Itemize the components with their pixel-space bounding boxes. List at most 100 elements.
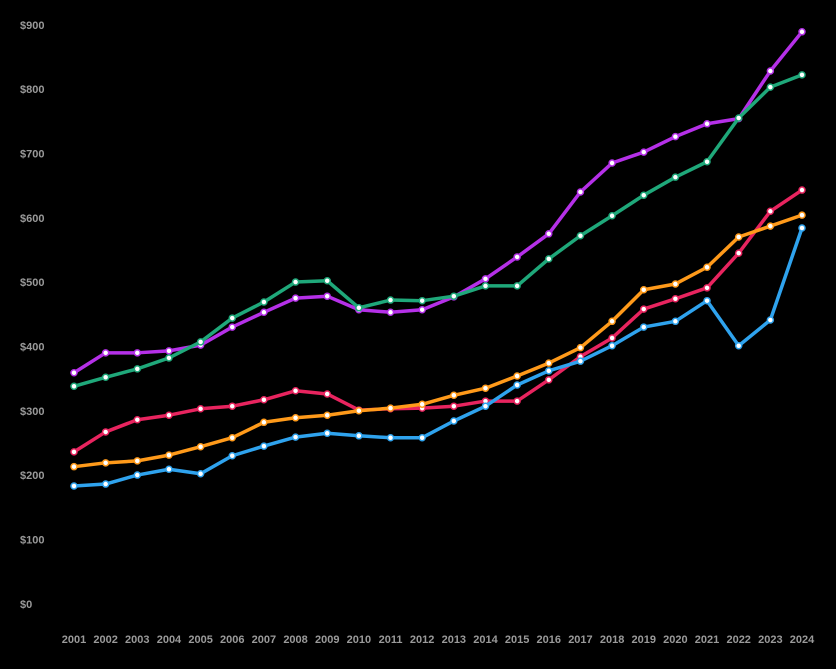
point xyxy=(228,433,237,442)
point xyxy=(671,280,680,288)
point xyxy=(101,480,110,488)
x-tick-label: 2010 xyxy=(347,634,371,646)
x-tick-label: 2018 xyxy=(600,634,624,646)
point xyxy=(355,304,363,312)
y-tick-label: $800 xyxy=(20,84,44,96)
point xyxy=(703,120,711,128)
point xyxy=(418,433,426,442)
point xyxy=(671,173,680,181)
y-tick-label: $300 xyxy=(20,406,44,418)
point xyxy=(513,397,521,405)
x-tick-label: 2015 xyxy=(505,634,529,646)
point xyxy=(545,367,553,375)
series-line xyxy=(73,73,803,388)
point xyxy=(260,396,268,404)
point xyxy=(450,417,458,425)
y-tick-label: $200 xyxy=(20,470,44,482)
y-tick-label: $400 xyxy=(20,342,44,354)
point xyxy=(639,323,648,331)
x-tick-label: 2001 xyxy=(62,634,86,646)
point xyxy=(323,390,331,398)
point xyxy=(386,308,395,317)
point xyxy=(576,231,585,240)
x-tick-label: 2009 xyxy=(315,634,339,646)
point xyxy=(70,482,78,490)
point xyxy=(798,211,806,219)
point xyxy=(671,295,680,303)
x-tick-label: 2021 xyxy=(695,634,719,646)
point xyxy=(291,433,300,441)
point xyxy=(608,212,616,220)
x-tick-label: 2022 xyxy=(726,634,750,646)
point xyxy=(703,284,711,292)
series-line xyxy=(73,188,803,454)
point xyxy=(450,391,458,400)
point xyxy=(386,433,395,442)
point xyxy=(291,387,300,395)
point xyxy=(703,263,711,271)
point xyxy=(481,384,490,392)
point xyxy=(734,341,743,350)
point xyxy=(703,296,711,305)
point xyxy=(101,459,110,467)
point xyxy=(766,67,775,75)
point xyxy=(133,457,142,465)
point xyxy=(481,275,490,283)
point xyxy=(450,402,458,410)
point xyxy=(798,28,806,36)
point xyxy=(386,404,395,412)
point xyxy=(608,159,616,167)
point xyxy=(766,316,775,324)
point xyxy=(576,357,585,365)
point xyxy=(418,400,426,409)
point xyxy=(545,230,553,238)
x-tick-label: 2012 xyxy=(410,634,434,646)
series-line xyxy=(73,213,803,469)
x-tick-label: 2013 xyxy=(442,634,466,646)
point xyxy=(766,207,775,216)
point xyxy=(196,405,205,413)
point xyxy=(386,296,395,304)
point xyxy=(260,298,268,306)
point xyxy=(196,442,205,451)
point xyxy=(703,157,711,166)
point xyxy=(70,382,78,391)
point xyxy=(798,186,806,194)
x-tick-label: 2004 xyxy=(157,634,182,646)
y-tick-label: $700 xyxy=(20,149,44,161)
point xyxy=(323,429,331,437)
x-tick-label: 2017 xyxy=(568,634,592,646)
point xyxy=(608,334,616,342)
point xyxy=(228,402,237,410)
point xyxy=(101,373,110,382)
point xyxy=(101,349,110,357)
point xyxy=(323,292,331,300)
x-tick-label: 2023 xyxy=(758,634,782,646)
point xyxy=(545,359,553,367)
point xyxy=(133,471,142,479)
point xyxy=(165,354,173,362)
point xyxy=(481,402,490,410)
x-tick-label: 2024 xyxy=(790,634,815,646)
point xyxy=(101,428,110,436)
y-tick-label: $100 xyxy=(20,535,44,547)
point xyxy=(260,418,268,427)
point xyxy=(228,451,237,460)
x-tick-label: 2019 xyxy=(631,634,655,646)
x-tick-label: 2011 xyxy=(379,634,403,646)
point xyxy=(766,222,775,230)
point xyxy=(639,305,648,313)
y-tick-label: $900 xyxy=(20,20,44,32)
x-tick-label: 2003 xyxy=(125,634,149,646)
point xyxy=(133,365,142,373)
point xyxy=(798,71,806,79)
point xyxy=(513,372,521,380)
x-tick-label: 2007 xyxy=(252,634,276,646)
point xyxy=(291,278,300,286)
point xyxy=(671,132,680,141)
point xyxy=(70,448,78,456)
point xyxy=(418,305,426,314)
point xyxy=(196,338,205,346)
x-tick-label: 2002 xyxy=(93,634,117,646)
